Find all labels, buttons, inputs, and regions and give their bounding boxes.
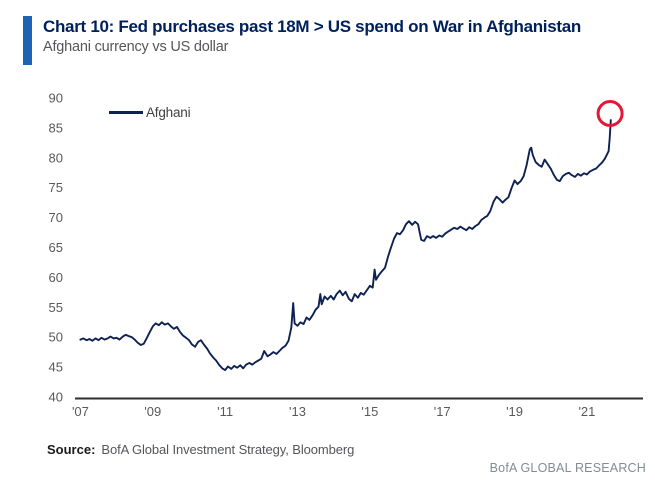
y-tick-label: 80 [49,150,63,165]
x-tick-label: '09 [144,404,161,419]
y-tick-label: 90 [49,91,63,106]
x-tick-label: '15 [361,404,378,419]
highlight-circle-annotation [596,100,624,127]
chart-title: Chart 10: Fed purchases past 18M > US sp… [43,17,581,36]
y-tick-label: 45 [49,360,63,375]
legend: Afghani [109,105,191,120]
x-tick-label: '17 [434,404,451,419]
x-tick-label: '13 [289,404,306,419]
y-tick-label: 65 [49,240,63,255]
afghani-series-line [79,119,612,372]
x-tick-label: '19 [506,404,523,419]
title-block: Chart 10: Fed purchases past 18M > US sp… [43,16,581,65]
chart-header: Chart 10: Fed purchases past 18M > US sp… [23,16,581,65]
brand-text: BofA GLOBAL RESEARCH [489,461,646,475]
source-row: Source: BofA Global Investment Strategy, … [47,442,354,457]
source-text: BofA Global Investment Strategy, Bloombe… [101,442,355,457]
legend-line-swatch [109,111,143,114]
legend-label: Afghani [146,105,191,120]
source-label: Source: [47,442,96,457]
y-tick-label: 50 [49,330,63,345]
accent-bar [23,16,32,65]
chart-subtitle: Afghani currency vs US dollar [43,39,229,56]
x-tick-label: '21 [578,404,595,419]
x-tick-label: '11 [217,404,233,419]
x-tick-label: '07 [72,404,89,419]
y-tick-label: 55 [49,300,63,315]
y-tick-label: 70 [49,210,63,225]
y-tick-label: 40 [49,390,63,405]
y-tick-label: 75 [49,180,63,195]
y-tick-label: 85 [49,120,63,135]
y-tick-label: 60 [49,270,63,285]
